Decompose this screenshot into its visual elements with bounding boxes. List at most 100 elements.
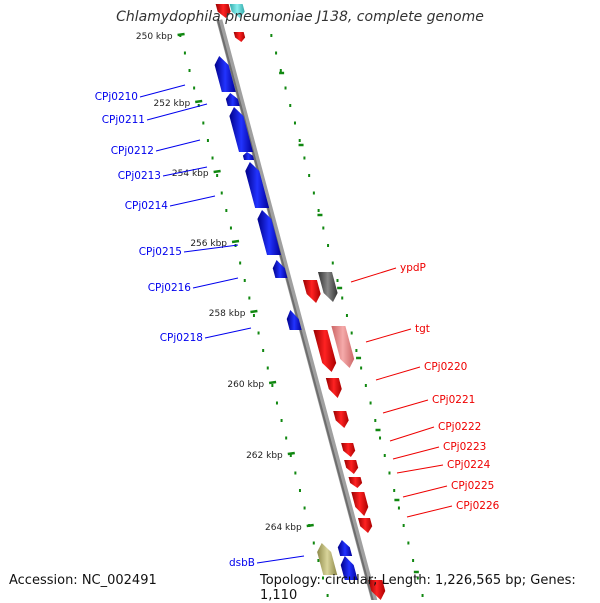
left-label-connector [183,244,239,253]
left-gene-label: CPj0213 [118,170,161,182]
inner-dot [248,296,251,300]
gene-dark [317,272,338,302]
gene-reverse [302,280,321,303]
gene-reverse [368,580,386,600]
kbp-tick-mark [177,32,185,37]
outer-dot [345,314,348,317]
outer-dot [312,191,315,195]
outer-dot [322,226,325,230]
outer-dot [412,559,415,562]
left-label-connector [192,277,239,289]
kbp-ticks: 250 kbp 252 kbp 254 kbp 256 kbp 258 kbp 260 k… [136,32,314,533]
genome-backbone [216,19,378,600]
gene-forward [242,152,255,160]
kbp-tick-mark [268,380,277,385]
left-gene-label: CPj0214 [125,200,169,212]
outer-dot [379,436,382,440]
outer-dot [289,104,292,107]
outer-dot [350,331,353,335]
left-gene-label: CPj0212 [111,145,154,157]
kbp-tick-mark [231,239,240,244]
right-label-connector [375,366,421,381]
outer-dot [397,506,400,510]
outer-dot [374,419,377,422]
outer-dot [303,156,306,160]
gene-forward [340,556,358,580]
kbp-tick-label: 254 kbp [172,169,209,179]
kbp-tick-label: 258 kbp [209,309,246,319]
outer-dot [407,541,410,545]
right-gene-label: tgt [415,323,430,335]
left-label-connector [204,327,252,339]
inner-dot [285,436,288,440]
outer-dot [336,279,339,282]
gene-reverse [325,378,342,398]
right-gene-label: CPj0220 [424,361,467,373]
inner-dot [271,384,274,387]
left-gene-label: CPj0210 [95,91,138,103]
right-label-connector [350,267,397,283]
outer-dot [331,261,334,265]
right-label-connector [382,399,429,414]
accession-text: Accession: NC_002491 [9,573,157,588]
outer-dot [284,86,287,90]
gene-reverse [215,4,231,18]
gene-reverse [344,460,359,474]
kbp-tick-label: 250 kbp [136,32,173,42]
kbp-tick-label: 262 kbp [246,451,283,461]
gene-khaki [317,543,338,575]
gene-reverse [333,411,349,428]
kbp-tick-mark [306,523,314,528]
inner-dot [280,419,283,422]
inner-dot [303,506,306,510]
left-label-connector [169,195,216,207]
inner-dot [257,331,260,335]
gene-forward [286,310,302,330]
kbp-tick-label: 252 kbp [154,99,191,109]
right-gene-label: CPj0226 [456,500,500,512]
kbp-tick-label: 256 kbp [190,239,227,249]
backbone-line [216,19,378,600]
outer-dot [279,69,282,72]
outer-dot [416,576,419,580]
right-label-connector [396,464,444,474]
inner-dot [252,314,255,317]
outer-dot [364,384,367,387]
gene-reverse [348,477,363,488]
outer-dot [327,244,330,247]
gene-reverse [341,443,356,457]
left-gene-label: CPj0215 [139,246,182,258]
inner-dot [275,401,278,405]
kbp-tick-label: 260 kbp [227,380,264,390]
gene-forward [214,56,236,92]
left-label-connector [146,103,208,121]
outer-dot [317,209,320,212]
outer-dot [293,121,296,125]
right-label-connector [365,328,412,343]
inner-dot [229,226,232,230]
map-title: Chlamydophila pneumoniae J138, complete … [116,9,484,25]
left-gene-label: dsbB [229,557,255,569]
inner-dot [326,594,329,597]
left-label-connector [155,139,201,152]
outer-dot [308,174,311,177]
inner-dot [193,86,196,90]
left-gene-label: CPj0211 [102,114,145,126]
backbone-edge [216,19,374,600]
outer-dot [298,139,301,142]
kbp-tick-mark [213,169,221,174]
gene-reverse [233,32,246,42]
outer-dot [393,489,396,492]
right-label-connector [402,485,448,498]
left-label-connector [139,84,186,98]
gene-forward [229,107,254,152]
inner-dot [188,69,191,72]
gene-forward [257,210,282,255]
right-gene-label: CPj0224 [447,459,491,471]
left-label-connector [256,555,305,564]
inner-dot [321,576,324,580]
outer-dot [383,454,386,457]
topology-text: Topology: circular; Length: 1,226,565 bp… [260,573,576,603]
inner-dot [225,209,228,212]
